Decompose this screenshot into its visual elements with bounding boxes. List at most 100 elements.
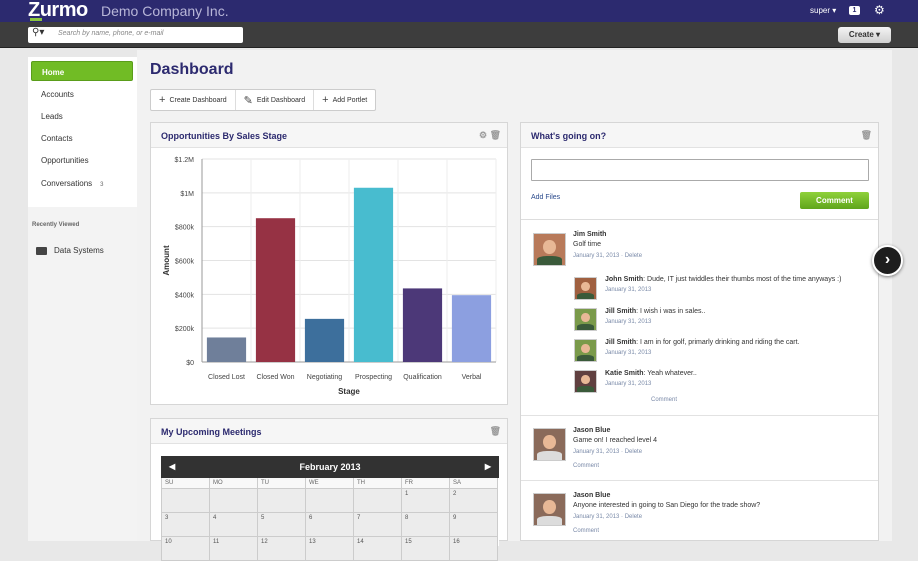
x-tick-label: Qualification [403,374,442,381]
reply-text: : I wish i was in sales.. [636,308,706,315]
avatar[interactable] [533,428,566,461]
comment-link[interactable]: Comment [573,463,600,469]
search-input[interactable]: ⚲▾ Search by name, phone, or e-mail [28,27,243,43]
create-dashboard-button[interactable]: + Create Dashboard [151,90,236,110]
bar [255,218,296,362]
trash-icon[interactable]: 🗑 [860,130,872,140]
delete-link[interactable]: Delete [624,253,643,259]
sidebar-item-accounts[interactable]: Accounts [41,90,74,99]
sidebar-item-home[interactable]: Home [31,61,133,81]
y-tick-label: $1.2M [175,157,195,164]
trash-icon[interactable]: 🗑 [489,426,501,436]
calendar-day[interactable] [354,489,402,513]
sidebar-item-opportunities[interactable]: Opportunities [41,156,89,165]
calendar-day[interactable] [162,489,210,513]
search-icon[interactable]: ⚲▾ [32,27,45,38]
post-meta: January 31, 2013 · Delete [573,449,643,455]
y-tick-label: $600k [175,259,195,266]
calendar-day[interactable]: 1 [402,489,450,513]
gear-icon[interactable]: ⚙ [478,130,488,140]
calendar: ◀ February 2013 ▶ SU MO TU WE TH FR SA 1 2 3 4 5 6 7 8… [161,456,499,561]
comment-link[interactable]: Comment [573,528,600,534]
post-text: Golf time [573,241,602,248]
calendar-day-header: TH [354,478,402,489]
recent-item-data-systems[interactable]: Data Systems [36,246,104,255]
button-label: Edit Dashboard [256,96,306,104]
bar [451,295,492,362]
chevron-right-icon[interactable]: ▶ [484,462,491,471]
reply-author[interactable]: Jill Smith [605,339,637,346]
sidebar-item-leads[interactable]: Leads [41,112,63,121]
y-tick-label: $800k [175,225,195,232]
portlet-header: What's going on? 🗑 [521,123,878,148]
post-author[interactable]: Jason Blue [573,427,611,434]
bar [206,337,247,362]
add-portlet-button[interactable]: + Add Portlet [314,90,375,110]
calendar-day-header: SA [450,478,498,489]
conversations-count: 3 [100,182,104,188]
calendar-day-header: SU [162,478,210,489]
chevron-right-icon[interactable]: › [872,245,903,276]
add-files-link[interactable]: Add Files [531,194,561,201]
reply: Jill Smith: I am in for golf, primarly d… [605,339,800,346]
gear-icon[interactable]: ⚙ [874,3,885,17]
user-menu[interactable]: super ▾ [810,6,837,15]
calendar-day[interactable] [258,489,306,513]
post-date: January 31, 2013 [573,253,620,259]
calendar-grid: SU MO TU WE TH FR SA 1 2 3 4 5 6 7 8 9 10 11 12 13 14 15 16 [161,478,499,561]
x-tick-label: Verbal [462,374,482,381]
bar-chart: $0 $200k $400k $600k $800k $1M $1.2M Closed Los… [162,157,497,396]
chevron-left-icon[interactable]: ◀ [169,462,176,471]
avatar[interactable] [574,339,597,362]
calendar-day[interactable]: 3 [162,513,210,537]
plus-icon: + [322,94,329,106]
post-meta: January 31, 2013 · Delete [573,514,643,520]
bar [353,187,394,362]
reply-author[interactable]: John Smith [605,276,644,283]
comment-input[interactable] [531,159,869,181]
calendar-month: February 2013 [299,462,361,472]
calendar-day[interactable]: 8 [402,513,450,537]
reply: John Smith: Dude, IT just twiddles their… [605,276,841,283]
avatar[interactable] [533,233,566,266]
comment-link[interactable]: Comment [651,397,678,403]
reply: Jill Smith: I wish i was in sales.. [605,308,705,315]
y-tick-label: $400k [175,292,195,299]
edit-dashboard-button[interactable]: ✎ Edit Dashboard [236,90,315,110]
avatar[interactable] [574,370,597,393]
sidebar-item-contacts[interactable]: Contacts [41,134,73,143]
avatar[interactable] [533,493,566,526]
x-tick-label: Negotiating [307,374,343,381]
notifications-badge[interactable]: 1 [849,6,860,15]
calendar-day[interactable]: 6 [306,513,354,537]
x-axis-label: Stage [338,387,360,396]
create-button[interactable]: Create ▾ [838,27,891,43]
calendar-day[interactable]: 2 [450,489,498,513]
calendar-day[interactable] [306,489,354,513]
divider [521,219,878,220]
reply-author[interactable]: Jill Smith [605,308,637,315]
top-bar: Zurmo Demo Company Inc. super ▾ 1 ⚙ [0,0,918,22]
avatar[interactable] [574,308,597,331]
delete-link[interactable]: Delete [624,449,643,455]
delete-link[interactable]: Delete [624,514,643,520]
reply-author[interactable]: Katie Smith [605,370,644,377]
portlet-title: My Upcoming Meetings [161,427,262,437]
portlet-header: Opportunities By Sales Stage ⚙ 🗑 [151,123,507,148]
reply-text: : Dude, IT just twiddles their thumbs mo… [643,276,842,283]
calendar-day[interactable]: 9 [450,513,498,537]
sidebar: Home Accounts Leads Contacts Opportuniti… [28,57,137,541]
comment-button[interactable]: Comment [800,192,869,209]
avatar[interactable] [574,277,597,300]
logo[interactable]: Zurmo [28,0,88,21]
calendar-day[interactable] [210,489,258,513]
trash-icon[interactable]: 🗑 [489,130,501,140]
calendar-day[interactable]: 7 [354,513,402,537]
post-author[interactable]: Jim Smith [573,231,607,238]
calendar-day[interactable]: 5 [258,513,306,537]
reply-date: January 31, 2013 [605,350,652,356]
calendar-day[interactable]: 4 [210,513,258,537]
sidebar-item-conversations[interactable]: Conversations 3 [41,179,103,188]
post-author[interactable]: Jason Blue [573,492,611,499]
post-date: January 31, 2013 [573,449,620,455]
